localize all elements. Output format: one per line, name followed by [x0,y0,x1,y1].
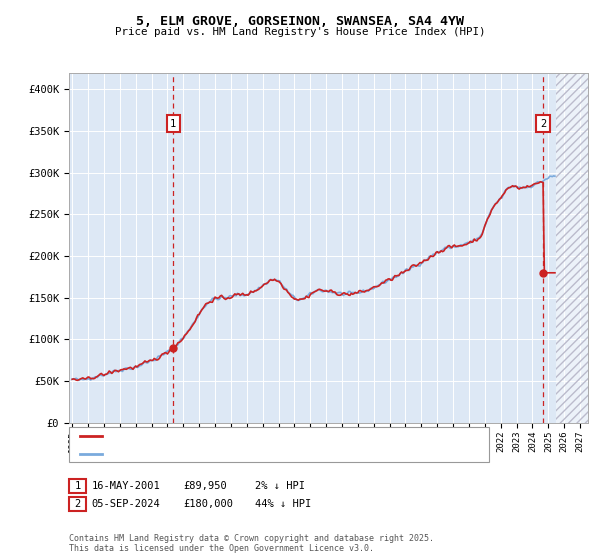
Text: 5, ELM GROVE, GORSEINON, SWANSEA, SA4 4YW: 5, ELM GROVE, GORSEINON, SWANSEA, SA4 4Y… [136,15,464,28]
Text: 44% ↓ HPI: 44% ↓ HPI [255,499,311,509]
Text: 5, ELM GROVE, GORSEINON, SWANSEA, SA4 4YW (detached house): 5, ELM GROVE, GORSEINON, SWANSEA, SA4 4Y… [105,431,446,441]
Text: 2: 2 [540,119,547,129]
Text: Price paid vs. HM Land Registry's House Price Index (HPI): Price paid vs. HM Land Registry's House … [115,27,485,38]
Bar [556,73,588,423]
Text: £180,000: £180,000 [183,499,233,509]
Text: 2% ↓ HPI: 2% ↓ HPI [255,481,305,491]
Text: HPI: Average price, detached house, Swansea: HPI: Average price, detached house, Swan… [105,449,358,459]
Bar [556,73,588,423]
Text: £89,950: £89,950 [183,481,227,491]
Text: 1: 1 [170,119,176,129]
Text: 16-MAY-2001: 16-MAY-2001 [92,481,161,491]
Text: 2: 2 [74,499,80,509]
Text: Contains HM Land Registry data © Crown copyright and database right 2025.
This d: Contains HM Land Registry data © Crown c… [69,534,434,553]
Text: 05-SEP-2024: 05-SEP-2024 [92,499,161,509]
Text: 1: 1 [74,481,80,491]
